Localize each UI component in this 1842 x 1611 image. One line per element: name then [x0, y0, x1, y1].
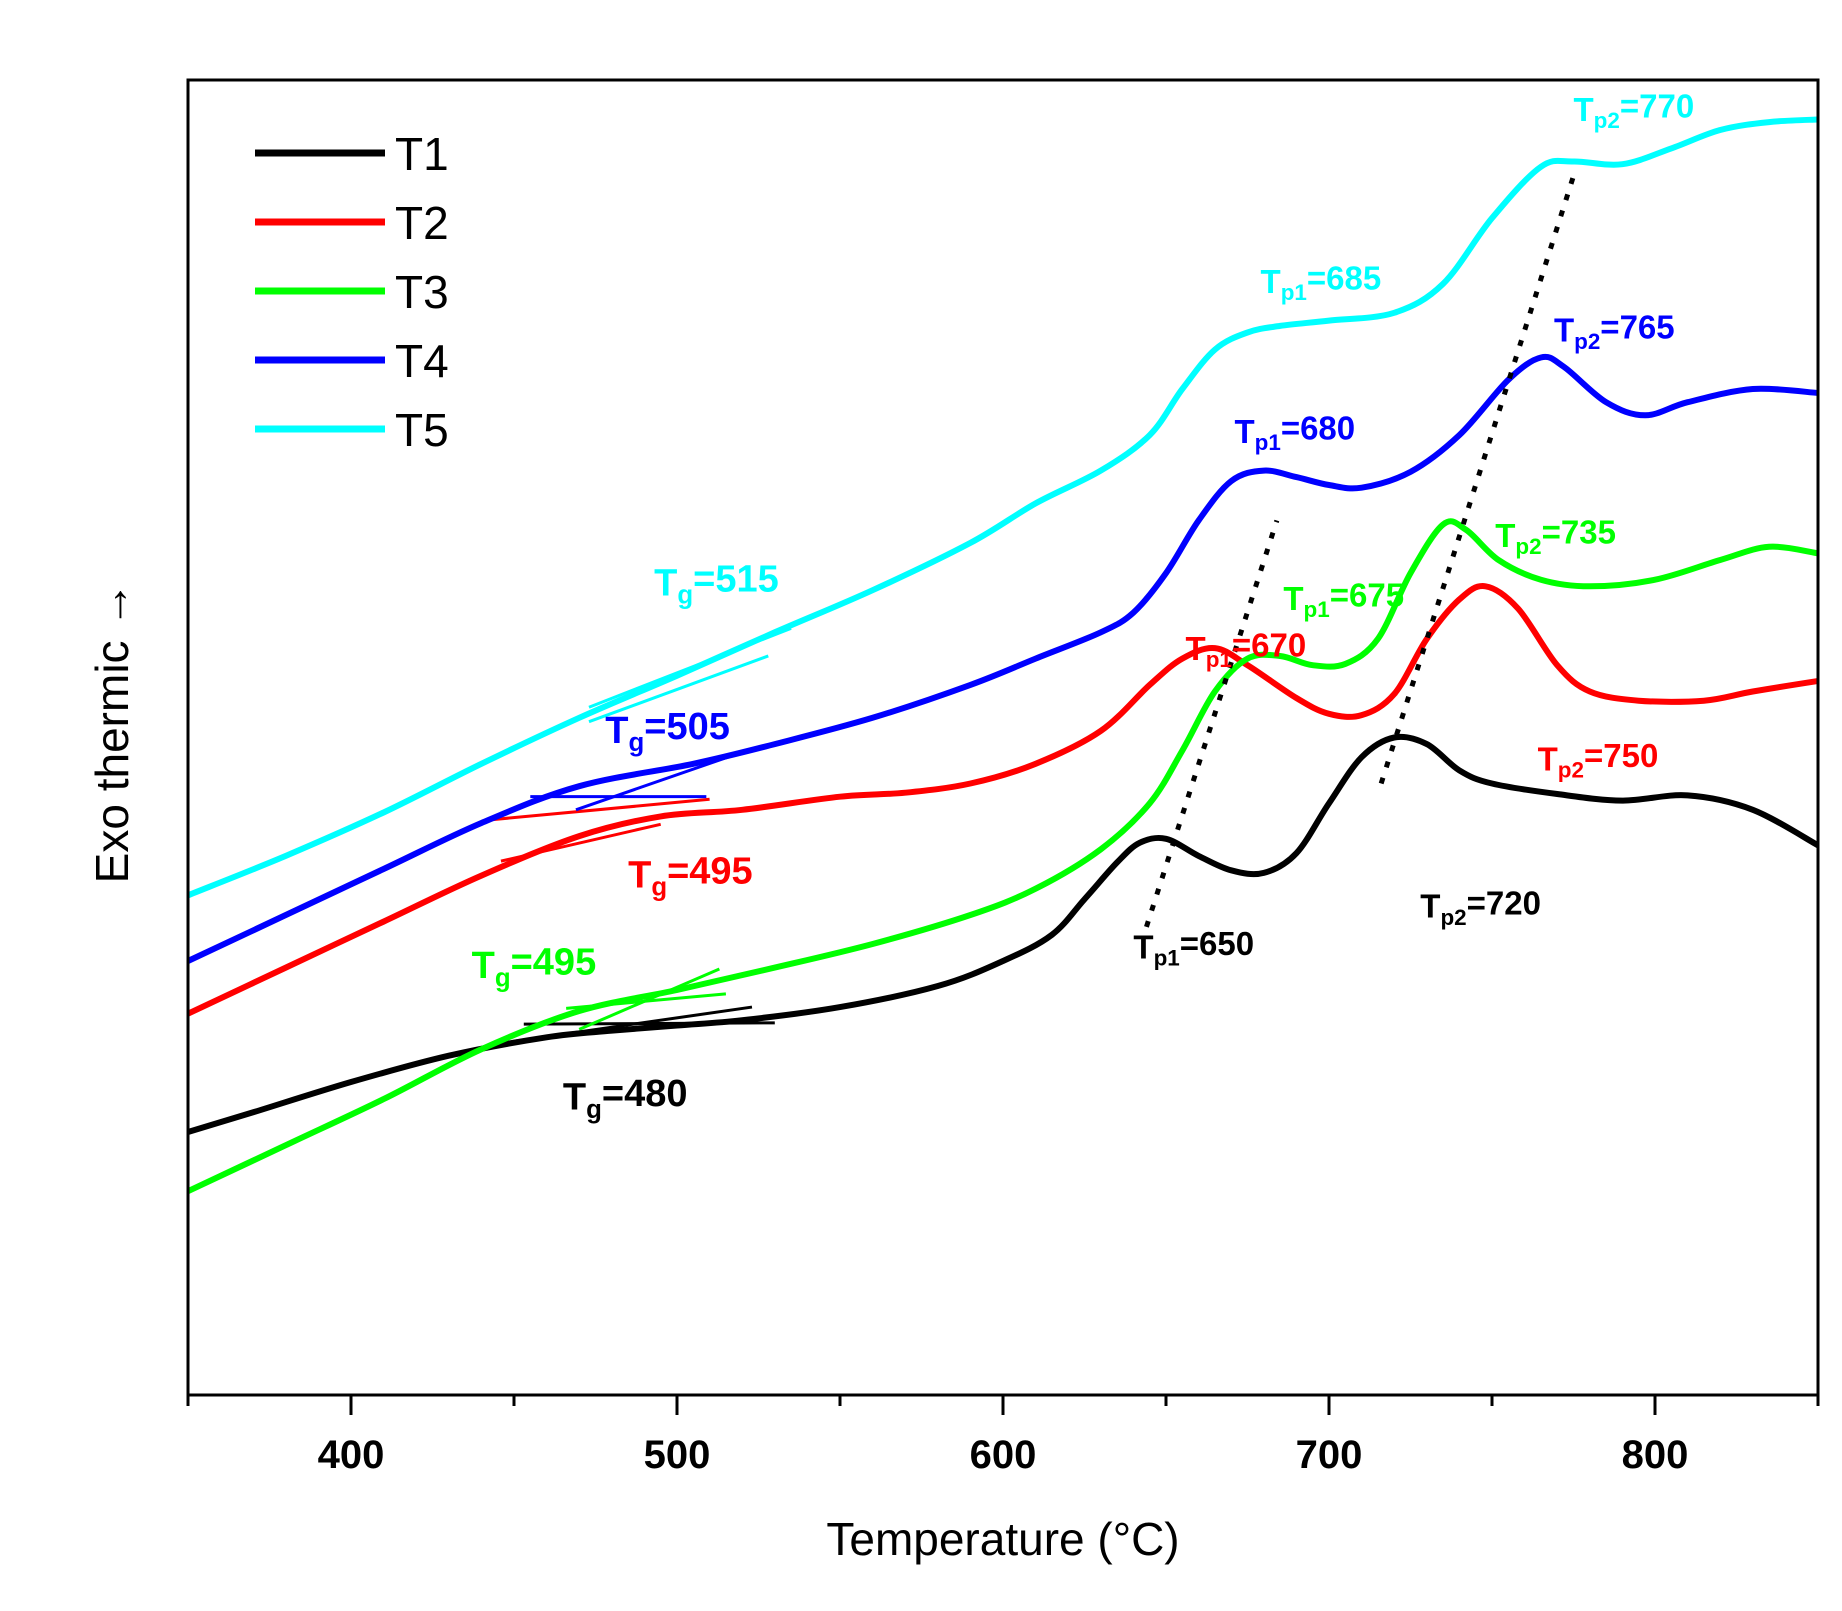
- legend-label-t3: T3: [395, 266, 449, 318]
- annotation-t2-tp1: Tp1=670: [1186, 627, 1307, 673]
- x-tick-label: 400: [318, 1433, 385, 1477]
- peak-guide-lines: [1144, 175, 1576, 928]
- legend-label-t4: T4: [395, 335, 449, 387]
- annotation-t2-tg: Tg=495: [628, 851, 753, 902]
- legend-label-t5: T5: [395, 404, 449, 456]
- tangent-line-t5-2: [588, 654, 769, 724]
- x-tick-label: 700: [1296, 1433, 1363, 1477]
- annotation-t5-tp1: Tp1=685: [1261, 260, 1382, 306]
- series-line-t1: [187, 733, 1820, 1135]
- series-line-t3: [186, 518, 1819, 1194]
- x-tick-label: 800: [1622, 1433, 1689, 1477]
- annotation-t2-tp2: Tp2=750: [1538, 737, 1659, 783]
- annotation-t5-tp2: Tp2=770: [1574, 87, 1695, 133]
- series-lines: [186, 116, 1820, 1194]
- annotation-t4-tp2: Tp2=765: [1554, 308, 1675, 354]
- annotation-t3-tp2: Tp2=735: [1495, 513, 1616, 559]
- legend-label-t1: T1: [395, 128, 449, 180]
- tangent-line-t3-2: [578, 967, 720, 1031]
- legend: T1 T2 T3 T4 T5: [255, 128, 449, 456]
- x-tick-label: 500: [644, 1433, 711, 1477]
- annotation-t3-tp1: Tp1=675: [1283, 577, 1404, 623]
- series-line-t5: [186, 116, 1819, 899]
- legend-label-t2: T2: [395, 197, 449, 249]
- annotations: Tg=480 Tg=495 Tg=495 Tg=505 Tg=515 Tp1=650 Tp2…: [472, 87, 1695, 1124]
- annotation-t1-tp2: Tp2=720: [1420, 884, 1541, 930]
- annotation-t1-tp1: Tp1=650: [1133, 925, 1254, 971]
- y-axis-title: Exo thermic →: [86, 582, 138, 884]
- annotation-t4-tg: Tg=505: [605, 706, 730, 757]
- x-axis-title: Temperature (°C): [826, 1513, 1179, 1565]
- annotation-t5-tg: Tg=515: [654, 559, 779, 610]
- x-ticks: 400 500 600 700 800: [186, 1395, 1820, 1477]
- peak-guide-line-2: [1378, 175, 1576, 785]
- tangent-line-t2-1: [484, 797, 710, 822]
- annotation-t4-tp1: Tp1=680: [1234, 410, 1355, 456]
- series-line-t2: [186, 583, 1819, 1017]
- x-tick-label: 600: [970, 1433, 1037, 1477]
- peak-guide-line-1: [1144, 519, 1280, 928]
- series-line-t4: [186, 353, 1819, 964]
- annotation-t3-tg: Tg=495: [472, 941, 597, 992]
- annotation-t1-tg: Tg=480: [563, 1073, 688, 1124]
